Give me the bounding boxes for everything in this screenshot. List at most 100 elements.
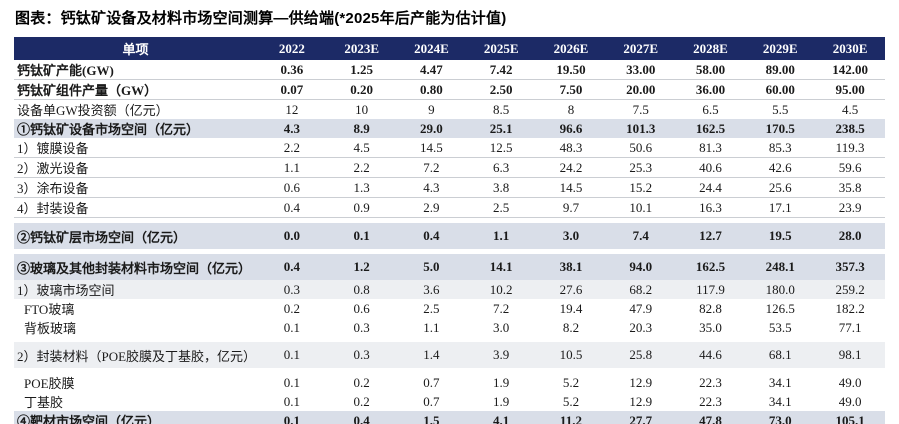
cell-value: 12.9 <box>629 393 653 409</box>
row-label: 2）激光设备 <box>14 157 257 178</box>
column-header: 2027E <box>605 37 676 60</box>
table-row: 钙钛矿组件产量（GW） 0.07 0.20 0.80 2.50 7.50 20.00 36.0… <box>14 79 885 100</box>
cell-value: 5.2 <box>562 374 580 390</box>
cell-value: 0.20 <box>326 79 397 100</box>
cell-value: 1.1 <box>423 319 440 335</box>
cell-value: 7.2 <box>396 157 467 178</box>
table-row: ④靶材市场空间（亿元） 0.1 0.4 1.5 4.1 11.2 27.7 47.8 73.0 1… <box>14 411 885 424</box>
cell-value: 105.1 <box>815 411 885 424</box>
cell-value: 53.5 <box>768 319 792 335</box>
cell-value: 238.5 <box>815 119 885 138</box>
cell-value: 16.3 <box>675 197 746 218</box>
column-header: 2024E <box>396 37 467 60</box>
table-row: 3）涂布设备 0.6 1.3 4.3 3.8 14.5 15.2 24.4 25.6 35.8 <box>14 177 885 198</box>
cell-value: 0.3 <box>326 342 397 368</box>
cell-value: 12.5 <box>466 138 537 158</box>
cell-value: 10 <box>355 101 369 117</box>
cell-value: 44.6 <box>675 342 746 368</box>
cell-value: 1.4 <box>396 342 467 368</box>
cell-value: 17.1 <box>745 197 816 218</box>
spacer-cell <box>14 249 885 254</box>
cell-value: 8.5 <box>493 101 510 117</box>
table-body: 钙钛矿产能(GW) 0.36 1.25 4.47 7.42 19.50 33.00 58.00… <box>14 60 885 424</box>
cell-value: 162.5 <box>675 119 746 138</box>
cell-value: 11.2 <box>536 411 606 424</box>
cell-value: 35.0 <box>699 319 722 335</box>
cell-value: 60.00 <box>745 79 816 100</box>
cell-value: 119.3 <box>815 138 885 158</box>
cell-value: 24.2 <box>536 157 606 178</box>
column-header: 2030E <box>815 37 885 60</box>
column-header: 2029E <box>745 37 816 60</box>
row-label: 4）封装设备 <box>14 197 257 218</box>
cell-value: 10.5 <box>536 342 606 368</box>
cell-value: 12 <box>285 101 299 117</box>
cell-value: 27.6 <box>536 280 606 299</box>
cell-value: 7.50 <box>536 79 606 100</box>
row-label: 2）封装材料（POE胶膜及丁基胶，亿元） <box>14 342 257 368</box>
cell-value: 8.9 <box>326 119 397 138</box>
cell-value: 38.1 <box>536 254 606 280</box>
table-row: FTO玻璃 0.2 0.6 2.5 7.2 19.4 47.9 82.8 126.5 182.2 <box>14 299 885 318</box>
cell-value: 94.0 <box>605 254 676 280</box>
cell-value: 4.47 <box>396 60 467 80</box>
cell-value: 2.5 <box>466 197 537 218</box>
table-row: 钙钛矿产能(GW) 0.36 1.25 4.47 7.42 19.50 33.00 58.00… <box>14 60 885 80</box>
cell-value: 2.9 <box>396 197 467 218</box>
cell-value: 7.4 <box>605 223 676 249</box>
cell-value: 42.6 <box>745 157 816 178</box>
cell-value: 126.5 <box>765 300 795 316</box>
cell-value: 5.0 <box>396 254 467 280</box>
cell-value: 40.6 <box>675 157 746 178</box>
cell-value: 23.9 <box>815 197 885 218</box>
cell-value: 1.1 <box>466 223 537 249</box>
cell-value: 73.0 <box>745 411 816 424</box>
cell-value: 4.5 <box>841 101 859 117</box>
cell-value: 8.2 <box>562 319 580 335</box>
cell-value: 10.2 <box>466 280 537 299</box>
cell-value: 24.4 <box>675 177 746 198</box>
cell-value: 3.9 <box>466 342 537 368</box>
row-label: 1）玻璃市场空间 <box>14 280 257 299</box>
row-label: 背板玻璃 <box>24 321 77 336</box>
cell-value: 0.4 <box>326 411 397 424</box>
cell-value: 33.00 <box>605 60 676 80</box>
table-header-row: 单项 2022 2023E 2024E 2025E 2026E 2027E 2028E 2029… <box>14 37 885 60</box>
cell-value: 0.4 <box>257 254 327 280</box>
table-row: ①钙钛矿设备市场空间（亿元） 4.3 8.9 29.0 25.1 96.6 101.3 162… <box>14 119 885 138</box>
cell-value: 259.2 <box>815 280 885 299</box>
cell-value: 12.7 <box>675 223 746 249</box>
row-label: ②钙钛矿层市场空间（亿元） <box>14 223 257 249</box>
cell-value: 28.0 <box>815 223 885 249</box>
column-header: 2025E <box>466 37 537 60</box>
cell-value: 22.3 <box>699 374 722 390</box>
cell-value: 0.07 <box>257 79 327 100</box>
cell-value: 89.00 <box>745 60 816 80</box>
cell-value: 1.3 <box>326 177 397 198</box>
cell-value: 7.5 <box>632 101 649 117</box>
cell-value: 19.4 <box>559 300 583 316</box>
cell-value: 98.1 <box>815 342 885 368</box>
cell-value: 1.1 <box>257 157 327 178</box>
cell-value: 5.2 <box>562 393 580 409</box>
cell-value: 0.1 <box>283 319 300 335</box>
cell-value: 95.00 <box>815 79 885 100</box>
cell-value: 0.4 <box>257 197 327 218</box>
cell-value: 101.3 <box>605 119 676 138</box>
cell-value: 1.5 <box>396 411 467 424</box>
cell-value: 357.3 <box>815 254 885 280</box>
cell-value: 34.1 <box>768 393 792 409</box>
column-header-label: 单项 <box>14 37 257 60</box>
table-row: 背板玻璃 0.1 0.3 1.1 3.0 8.2 20.3 35.0 53.5 77.1 <box>14 318 885 337</box>
cell-value: 2.2 <box>326 157 397 178</box>
table-row: 2）激光设备 1.1 2.2 7.2 6.3 24.2 25.3 40.6 42.6 59.6 <box>14 157 885 178</box>
table-row: POE胶膜 0.1 0.2 0.7 1.9 5.2 12.9 22.3 34.1 49.0 <box>14 373 885 392</box>
cell-value: 2.5 <box>423 300 440 316</box>
cell-value: 1.9 <box>493 374 510 390</box>
cell-value: 142.00 <box>815 60 885 80</box>
cell-value: 0.9 <box>326 197 397 218</box>
cell-value: 0.7 <box>423 393 440 409</box>
spacer-cell <box>14 217 885 223</box>
cell-value: 22.3 <box>699 393 722 409</box>
